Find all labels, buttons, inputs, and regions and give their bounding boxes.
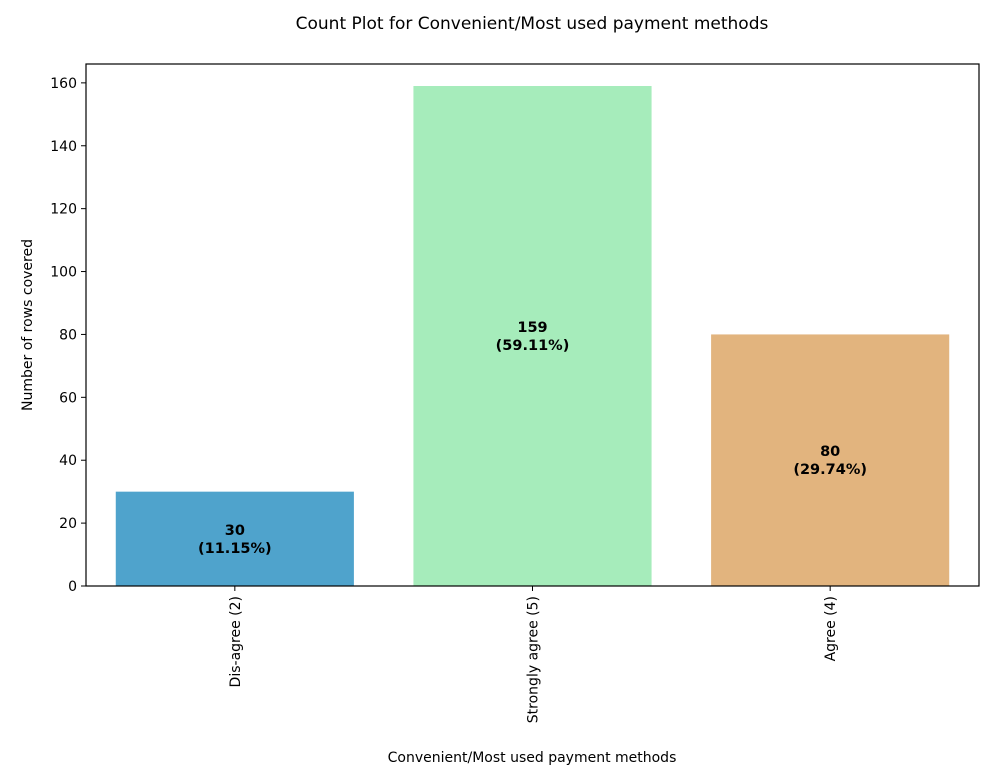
y-tick-label-4: 80 <box>59 327 77 343</box>
y-axis-label: Number of rows covered <box>20 239 36 411</box>
bar-0 <box>115 491 354 586</box>
bar-2 <box>711 334 950 586</box>
y-tick-label-6: 120 <box>50 202 77 218</box>
x-axis: Dis-agree (2) Strongly agree (5) Agree (4) <box>228 586 839 723</box>
plot-frame <box>85 63 980 587</box>
bars-group: 30 (11.15%) 159 (59.11%) 80 (29.74%) <box>115 86 950 586</box>
y-tick-label-7: 140 <box>50 139 77 155</box>
bar-1 <box>413 86 652 586</box>
x-tick-label-0: Dis-agree (2) <box>228 596 244 687</box>
y-tick-label-2: 40 <box>59 453 77 469</box>
x-tick-label-2: Agree (4) <box>823 596 839 661</box>
bar-data-label-2-1: (29.74%) <box>793 462 867 478</box>
bar-data-label-2-0: 80 <box>820 444 840 460</box>
y-tick-label-8: 160 <box>50 76 77 92</box>
y-tick-label-3: 60 <box>59 390 77 406</box>
bar-data-label-1-0: 159 <box>517 320 547 336</box>
chart-title: Count Plot for Convenient/Most used paym… <box>296 14 769 34</box>
x-axis-label: Convenient/Most used payment methods <box>388 750 677 766</box>
y-tick-label-1: 20 <box>59 516 77 532</box>
bar-data-label-0-1: (11.15%) <box>198 541 272 557</box>
y-axis: 0 20 40 60 80 100 120 140 160 <box>50 76 86 595</box>
bar-data-label-1-1: (59.11%) <box>496 338 570 354</box>
y-tick-label-0: 0 <box>68 579 77 595</box>
x-tick-label-1: Strongly agree (5) <box>526 596 542 723</box>
y-tick-label-5: 100 <box>50 265 77 281</box>
bar-data-label-0-0: 30 <box>225 523 245 539</box>
